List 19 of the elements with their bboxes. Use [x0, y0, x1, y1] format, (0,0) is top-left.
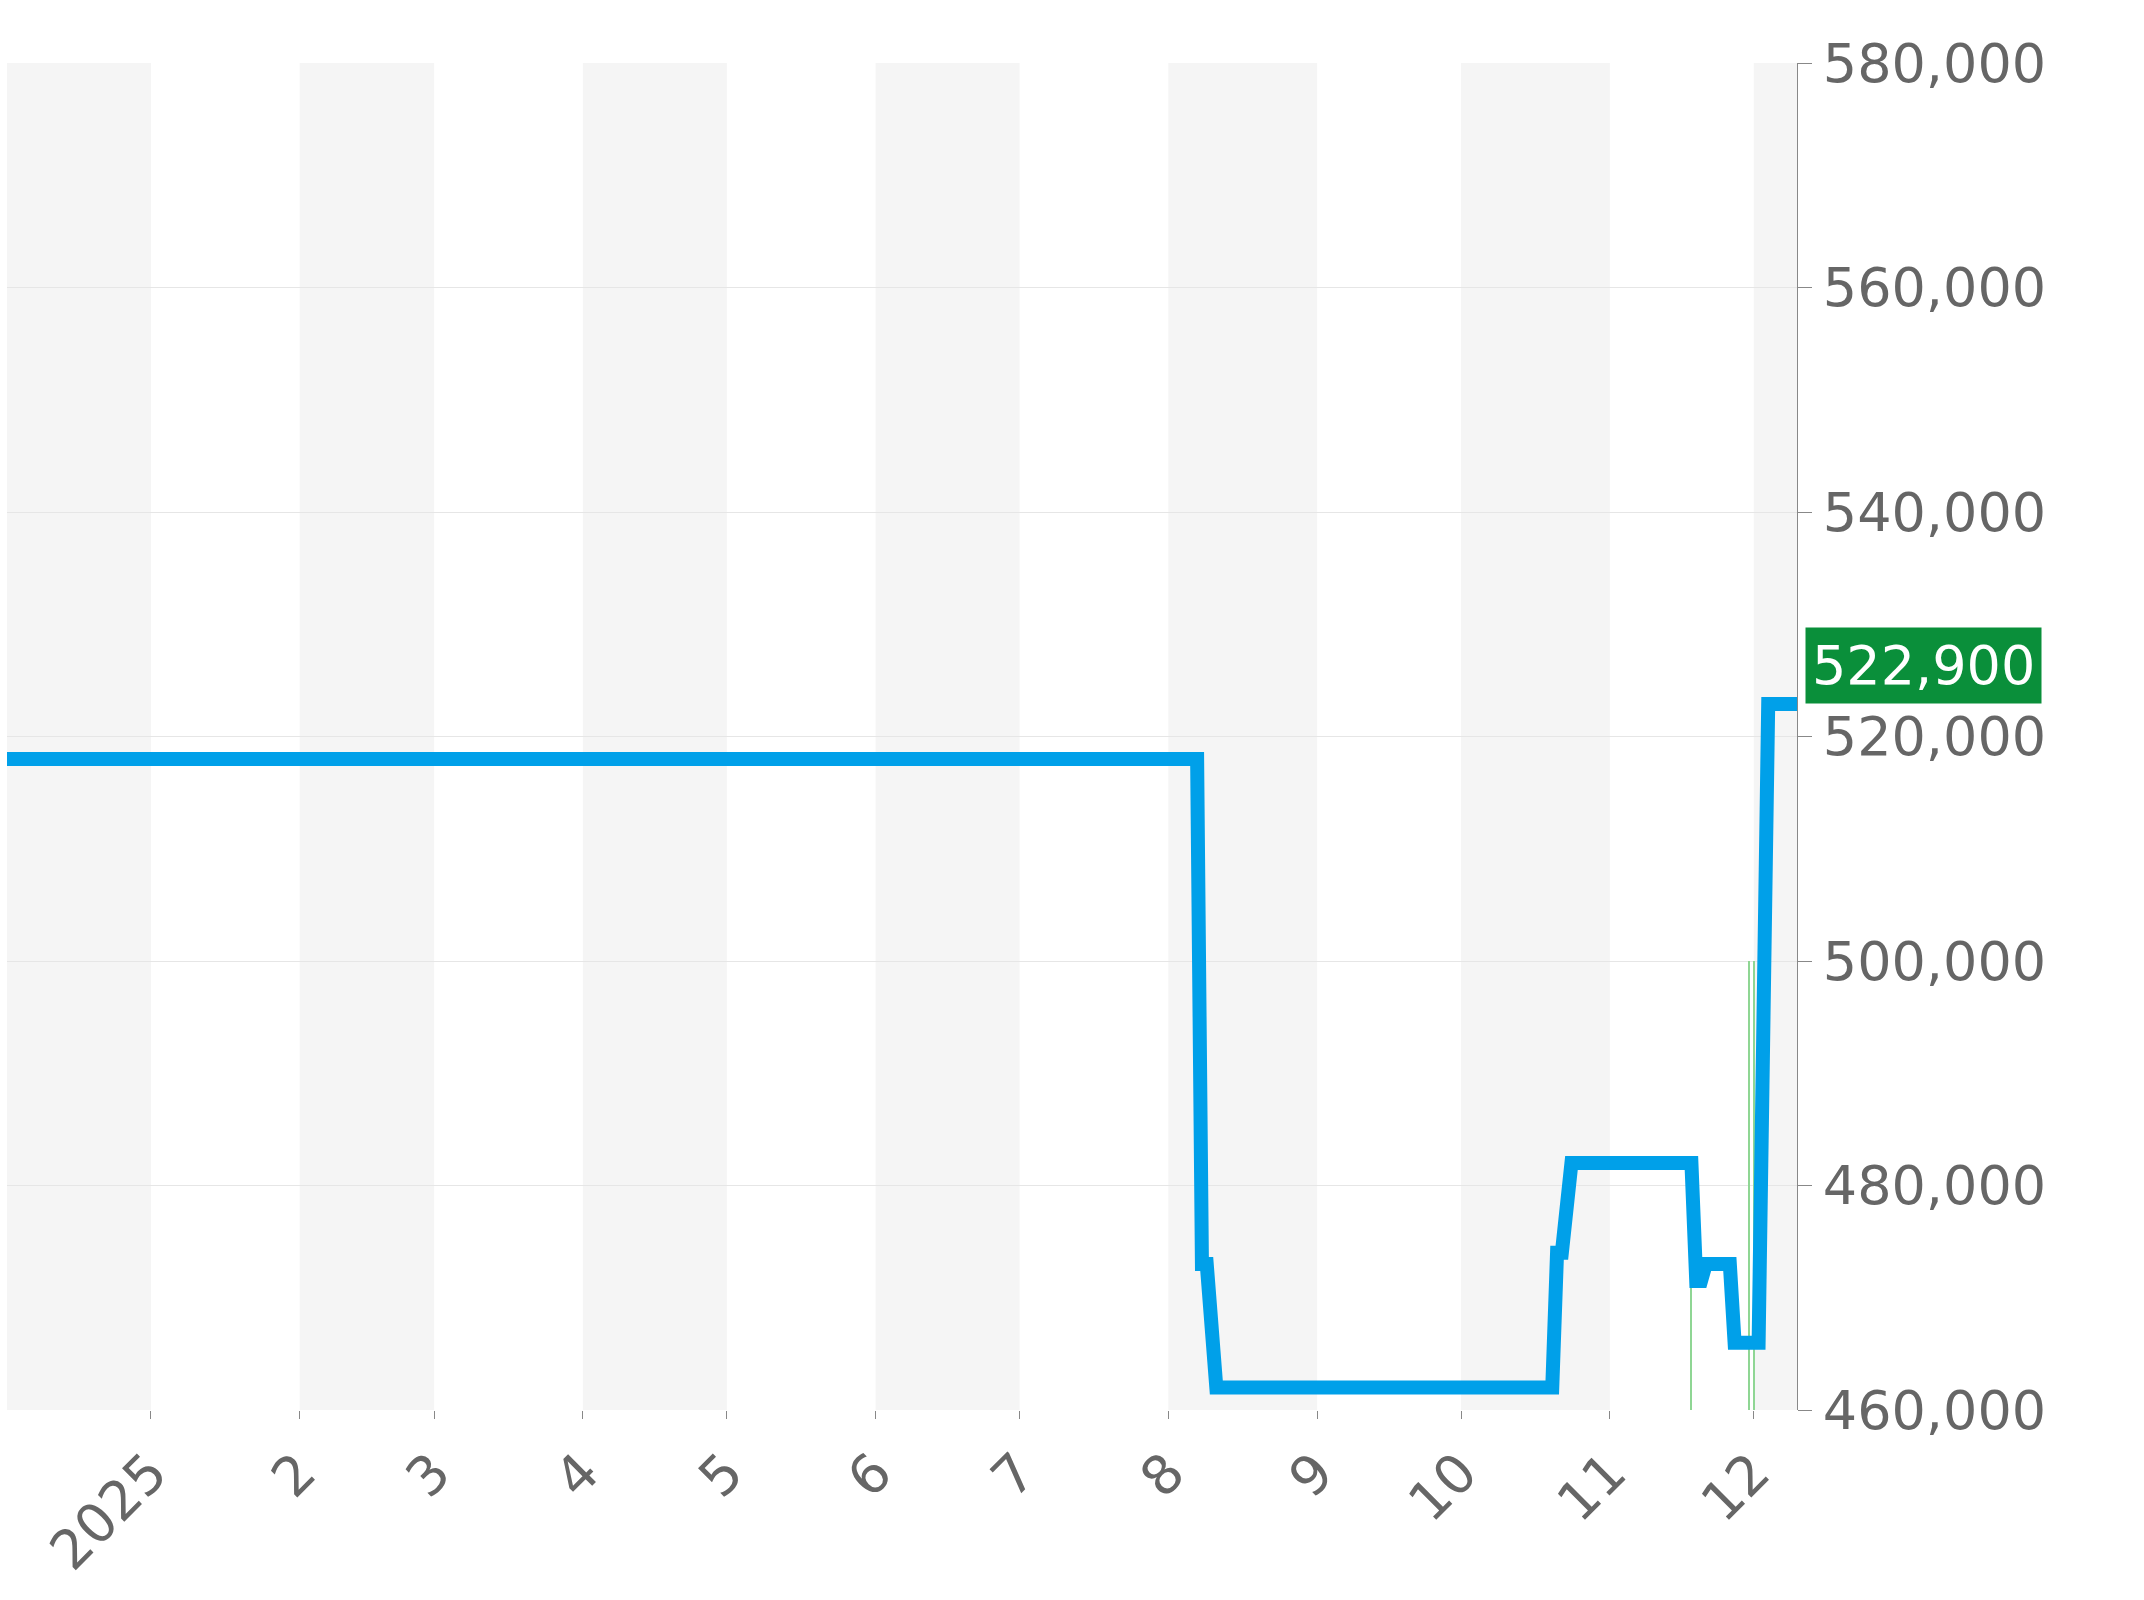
y-tick-label: 580,000	[1822, 31, 2047, 95]
annotation: 522,900	[1812, 634, 2036, 697]
y-tick-label: 460,000	[1822, 1378, 2047, 1442]
x-tick-label: 7	[979, 1440, 1048, 1510]
x-tick-label: 10	[1396, 1440, 1490, 1534]
y-tick-label: 540,000	[1822, 480, 2047, 544]
x-tick-label: 6	[835, 1440, 904, 1510]
x-tick-label: 5	[686, 1440, 756, 1510]
y-tick-label: 500,000	[1822, 929, 2047, 993]
x-tick-label: 9	[1276, 1440, 1346, 1510]
x-tick-label: 11	[1544, 1440, 1639, 1534]
x-tick-label: 8	[1127, 1440, 1197, 1510]
y-tick-label: 520,000	[1822, 705, 2047, 769]
x-tick-label: 2	[259, 1440, 329, 1510]
x-tick-label: 12	[1688, 1440, 1783, 1534]
x-tick-label: 3	[393, 1440, 463, 1510]
y-tick-label: 560,000	[1822, 256, 2047, 320]
x-tick-label: 4	[542, 1440, 612, 1510]
y-tick-label: 480,000	[1822, 1154, 2047, 1218]
